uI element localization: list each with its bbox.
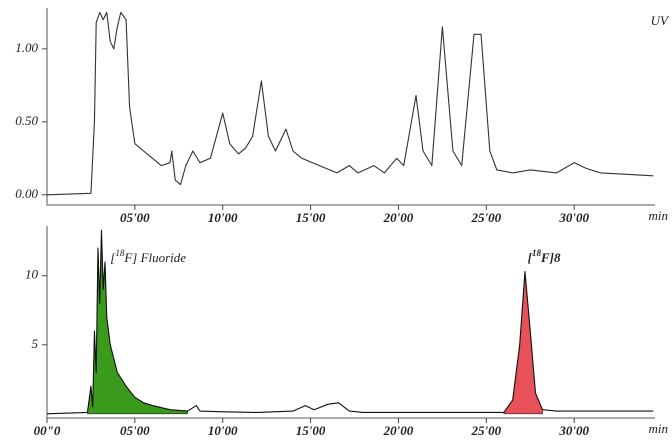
- x-tick-label: 15'00: [296, 210, 326, 225]
- annotation-text: F] Fluoride: [123, 250, 186, 265]
- trace: [46, 11, 654, 196]
- x-axis-label: min: [649, 421, 669, 436]
- y-tick-label: 5: [32, 336, 39, 351]
- x-tick-label: 25'00: [470, 423, 501, 438]
- x-tick-label: 10'00: [208, 210, 238, 225]
- x-tick-label: 15'00: [296, 423, 326, 438]
- x-tick-label: 30'00: [558, 210, 589, 225]
- annotation: [18F] Fluoride: [110, 248, 186, 265]
- annotation-prefix: [: [110, 250, 116, 265]
- axis-frame: [46, 8, 655, 206]
- x-tick-label: 05'00: [120, 423, 150, 438]
- annotation-sup: 18: [532, 248, 542, 258]
- x-tick-label: 25'00: [470, 210, 501, 225]
- panel-label: UV: [651, 13, 670, 28]
- trace: [46, 229, 654, 415]
- annotation: [18F]8: [528, 248, 561, 265]
- x-axis-label: min: [649, 208, 669, 223]
- y-tick-label: 0.50: [15, 113, 38, 128]
- annotation-sup: 18: [115, 248, 125, 258]
- x-tick-label: 05'00: [120, 210, 150, 225]
- y-tick-label: 1.00: [15, 40, 38, 55]
- x-tick-label: 20'00: [383, 210, 414, 225]
- x-tick-label: 30'00: [558, 423, 589, 438]
- x-tick-label: 20'00: [383, 423, 414, 438]
- y-tick-label: 0.00: [15, 186, 38, 201]
- annotation-prefix: [: [528, 250, 533, 265]
- x-tick-label: 10'00: [208, 423, 238, 438]
- x-tick-label: 00"0: [34, 423, 61, 438]
- y-tick-label: 10: [25, 267, 39, 282]
- annotation-text: F]8: [540, 250, 561, 265]
